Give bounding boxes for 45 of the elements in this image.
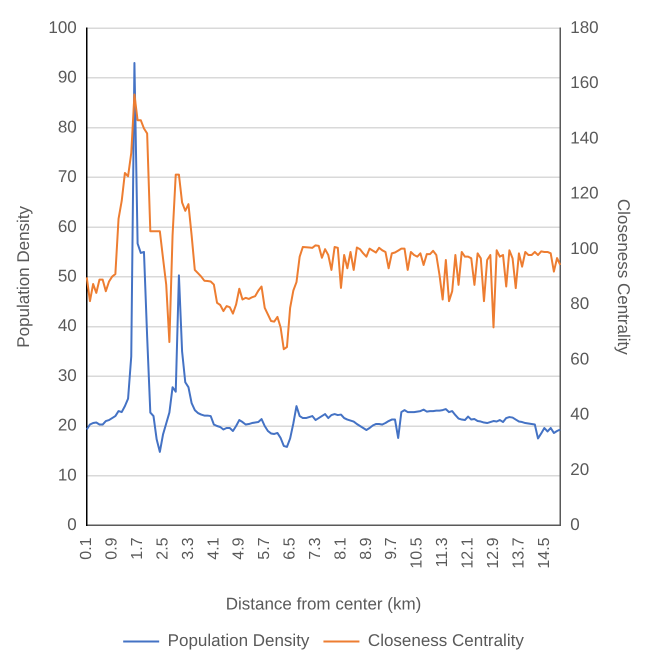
y-tick-label: 50 [58, 266, 77, 286]
x-tick-label: 4.1 [205, 537, 222, 560]
x-tick-label: 7.3 [306, 537, 324, 560]
y2-tick-label: 20 [570, 460, 590, 479]
y-tick-label: 10 [58, 465, 77, 484]
y-tick-label: 80 [58, 117, 77, 136]
x-tick-label: 13.7 [510, 537, 528, 569]
y2-tick-label: 120 [570, 184, 599, 203]
y2-tick-label: 60 [570, 349, 590, 368]
y-tick-label: 40 [58, 316, 77, 336]
y2-axis-title: Closeness Centrality [614, 198, 634, 356]
legend-label: Population Density [168, 631, 310, 650]
y-tick-label: 100 [48, 18, 77, 37]
x-tick-label: 3.3 [180, 537, 197, 560]
y-tick-label: 60 [58, 216, 77, 236]
x-tick-label: 1.7 [129, 537, 146, 560]
x-axis-title: Distance from center (km) [226, 594, 422, 614]
y-tick-label: 70 [58, 167, 77, 186]
x-tick-label: 8.1 [332, 537, 350, 560]
x-tick-label: 10.5 [408, 537, 426, 569]
x-tick-label: 0.1 [78, 537, 96, 560]
y2-tick-label: 140 [570, 128, 599, 148]
y2-tick-label: 40 [570, 404, 590, 424]
y-axis-title: Population Density [14, 205, 33, 348]
y2-tick-label: 100 [570, 238, 599, 258]
x-tick-label: 9.7 [383, 537, 400, 560]
x-tick-label: 12.9 [484, 537, 502, 569]
x-tick-label: 0.9 [104, 537, 121, 560]
y-tick-label: 30 [58, 366, 77, 385]
x-tick-label: 4.9 [230, 537, 248, 560]
x-tick-label: 8.9 [358, 537, 375, 560]
y2-tick-label: 0 [570, 515, 580, 534]
x-tick-label: 2.5 [154, 537, 172, 560]
y-tick-label: 90 [58, 68, 77, 87]
x-tick-label: 5.7 [256, 537, 274, 560]
y2-tick-label: 180 [570, 18, 599, 37]
x-tick-label: 12.1 [459, 537, 476, 569]
y2-tick-label: 80 [570, 294, 590, 314]
y-tick-label: 0 [67, 515, 77, 534]
x-tick-label: 14.5 [536, 537, 553, 569]
y2-tick-label: 160 [570, 73, 599, 92]
x-tick-label: 6.5 [282, 537, 299, 560]
x-tick-label: 11.3 [434, 537, 452, 568]
legend-label: Closeness Centrality [368, 631, 524, 650]
y-tick-label: 20 [58, 416, 77, 435]
